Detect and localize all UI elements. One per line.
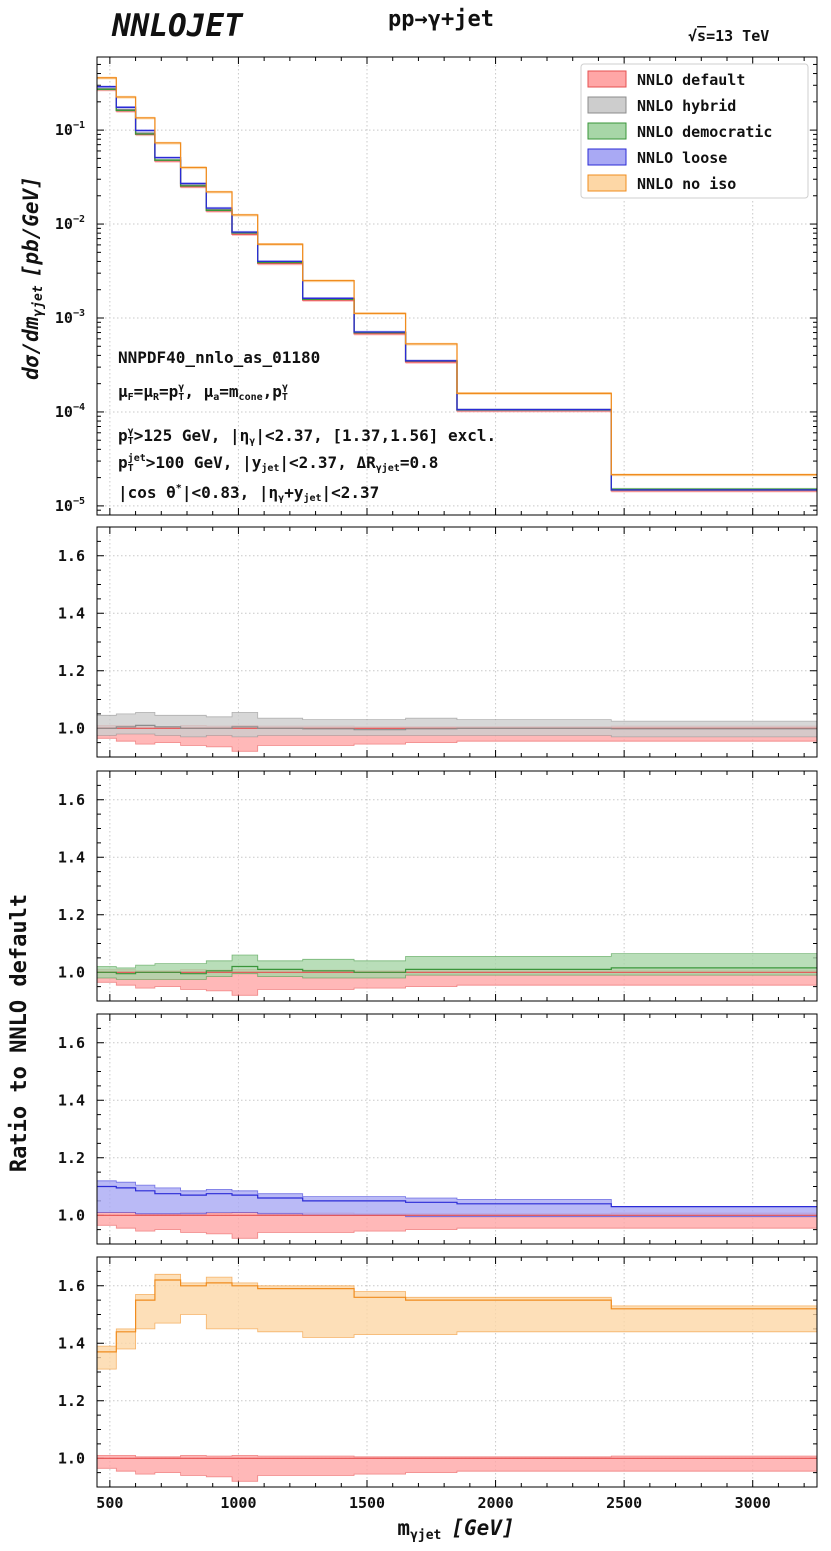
legend-label-default: NNLO default (637, 71, 745, 89)
ratio-band-democratic (97, 953, 817, 980)
ratio-band-edge-loose (97, 1212, 817, 1218)
x-axis-label: mγjet [GeV] (397, 1516, 514, 1543)
legend-swatch-default (587, 70, 627, 88)
legend-label-noiso: NNLO no iso (637, 175, 736, 193)
ratio-band-noiso (97, 1274, 817, 1370)
y-tick-label-ratio: 1.0 (58, 963, 85, 981)
ratio-band-edge-hybrid (97, 712, 817, 722)
ratio-band-edge-democratic (97, 973, 817, 980)
y-axis-label-main: dσ/dmγjet[pb/GeV] (19, 176, 46, 380)
ratio-line-noiso (97, 1279, 817, 1353)
ratio-line-hybrid (97, 724, 817, 731)
y-tick-label-ratio: 1.2 (58, 1149, 85, 1167)
energy-label: √s=13 TeV (688, 27, 769, 45)
ratio-band-edge-default (97, 981, 817, 996)
main-panel-frame (96, 56, 818, 516)
y-tick-label-ratio: 1.6 (58, 547, 85, 565)
main-line-noiso (97, 77, 817, 476)
ratio-band-edge-loose (97, 1180, 817, 1207)
annotation-cut-photon: pTγ>125 GeV, |ηγ|<2.37, [1.37,1.56] excl… (118, 426, 496, 447)
y-tick-label-ratio: 1.0 (58, 1449, 85, 1467)
ratio-panel-noiso: 500 1000 1500 2000 2500 3000 1.0 1.2 1.4 1.6 (58, 1256, 818, 1512)
x-tick-label: 1500 (349, 1494, 385, 1512)
y-axis-label-ratio: Ratio to NNLO default (7, 894, 32, 1172)
legend-label-democratic: NNLO democratic (637, 123, 772, 141)
x-tick-label: 1000 (220, 1494, 256, 1512)
logo-text: NNLOJET (111, 8, 244, 44)
annotation-pdf: NNPDF40_nnlo_as_01180 (118, 348, 320, 367)
y-tick-label-ratio: 1.0 (58, 719, 85, 737)
ratio-band-edge-default (97, 1467, 817, 1482)
y-tick-label-ratio: 1.0 (58, 1206, 85, 1224)
y-tick-label-ratio: 1.4 (58, 604, 85, 622)
ratio-line-democratic (97, 965, 817, 975)
y-tick-label-ratio: 1.2 (58, 662, 85, 680)
annotation-cut-angle: |cos θ*|<0.83, |ηγ+yjet|<2.37 (118, 483, 379, 504)
ratio-panel-democratic: 1.0 1.2 1.4 1.6 (58, 770, 818, 1002)
main-panel: 10−1 10−2 10−3 10−4 10−5 (55, 56, 818, 516)
ratio-band-edge-noiso (97, 1314, 817, 1370)
legend-label-loose: NNLO loose (637, 149, 727, 167)
legend-frame (580, 63, 809, 199)
y-tick-label-main: 10−5 (55, 496, 85, 515)
y-tick-label-ratio: 1.6 (58, 791, 85, 809)
ratio-band-hybrid (97, 712, 817, 737)
y-tick-label-main: 10−3 (55, 308, 85, 327)
y-tick-label-ratio: 1.4 (58, 848, 85, 866)
ratio-band-edge-democratic (97, 953, 817, 969)
ratio-panel-frame (96, 1256, 818, 1488)
ratio-band-edge-default (97, 1224, 817, 1239)
ratio-panel-hybrid: 1.0 1.2 1.4 1.6 (58, 526, 818, 758)
ratio-line-loose (97, 1185, 817, 1208)
annotations: NNPDF40_nnlo_as_01180 μF=μR=pTγ, μa=mcon… (118, 348, 496, 504)
ratio-band-edge-hybrid (97, 733, 817, 738)
legend-swatch-democratic (587, 122, 627, 140)
legend-label-hybrid: NNLO hybrid (637, 97, 736, 115)
ratio-panel-frame (96, 1013, 818, 1245)
ratio-band-edge-default (97, 737, 817, 752)
ratio-band-default (97, 1212, 817, 1239)
main-band-default (97, 88, 817, 493)
y-tick-label-main: 10−1 (55, 120, 85, 139)
legend: NNLO default NNLO hybrid NNLO democratic… (580, 63, 809, 199)
annotation-scales: μF=μR=pTγ, μa=mcone,pTγ (118, 382, 288, 403)
ratio-band-default (97, 1455, 817, 1482)
annotation-cut-jet: pTjet>100 GeV, |yjet|<2.37, ΔRγjet=0.8 (118, 452, 438, 474)
x-tick-label: 2500 (606, 1494, 642, 1512)
ratio-panel-frame (96, 526, 818, 758)
y-tick-label-main: 10−4 (55, 402, 85, 421)
ratio-panel-loose: 1.0 1.2 1.4 1.6 (58, 1013, 818, 1245)
ratio-panel-frame (96, 770, 818, 1002)
y-tick-label-ratio: 1.2 (58, 1392, 85, 1410)
x-tick-label: 500 (96, 1494, 123, 1512)
main-line-loose (97, 86, 817, 491)
y-tick-label-ratio: 1.6 (58, 1277, 85, 1295)
y-tick-label-main: 10−2 (55, 214, 85, 233)
y-tick-label-ratio: 1.4 (58, 1334, 85, 1352)
legend-swatch-noiso (587, 174, 627, 192)
x-tick-label: 3000 (735, 1494, 771, 1512)
legend-swatch-hybrid (587, 96, 627, 114)
legend-swatch-loose (587, 148, 627, 166)
y-tick-label-ratio: 1.6 (58, 1034, 85, 1052)
y-tick-label-ratio: 1.4 (58, 1091, 85, 1109)
process-title: pp→γ+jet (388, 7, 494, 32)
ratio-band-edge-default (97, 1455, 817, 1458)
y-tick-label-ratio: 1.2 (58, 906, 85, 924)
x-tick-label: 2000 (478, 1494, 514, 1512)
